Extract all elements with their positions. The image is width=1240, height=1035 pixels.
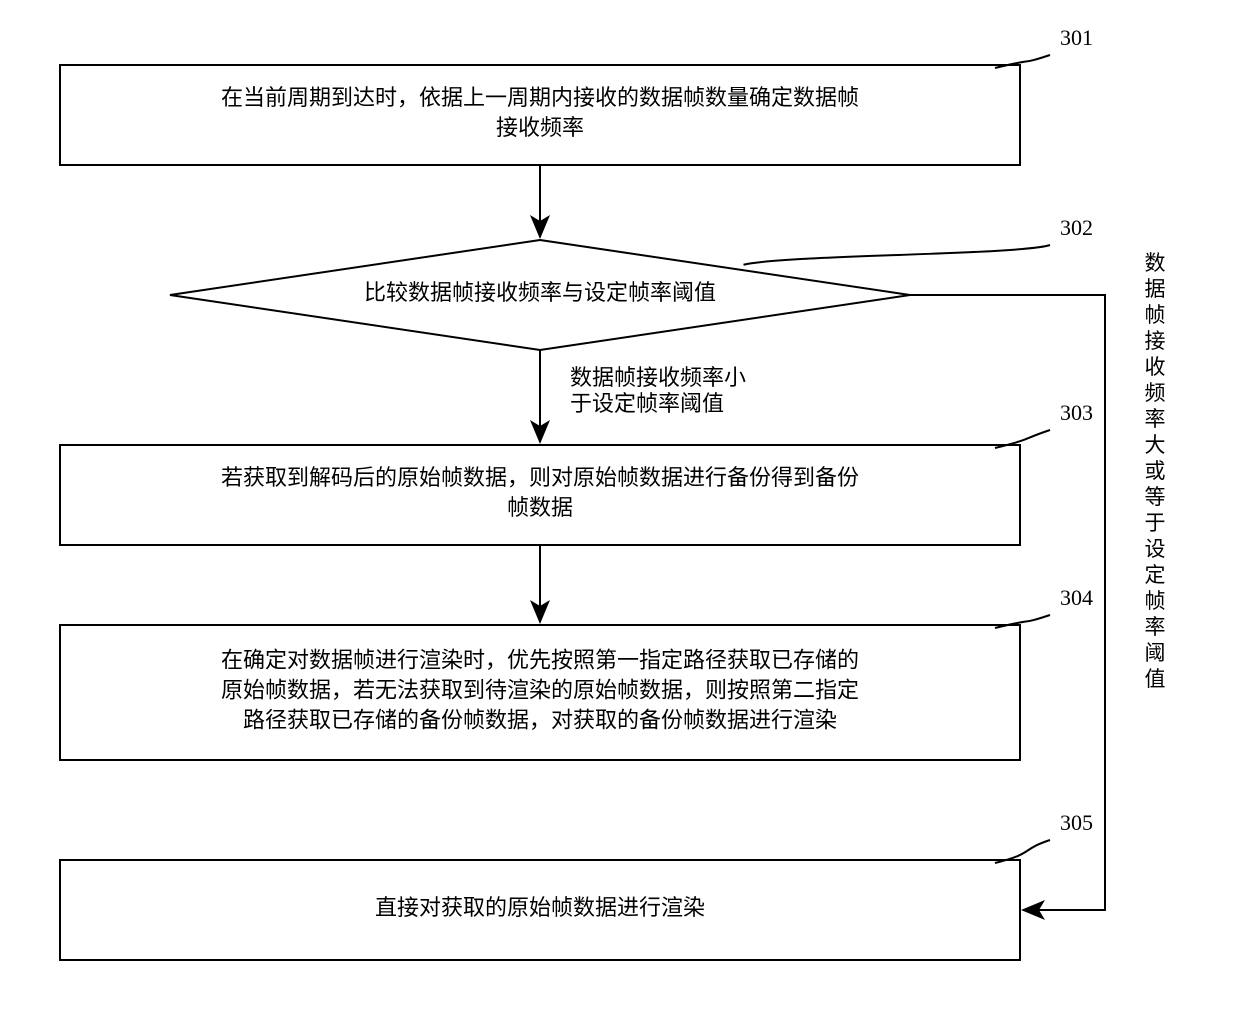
box301-text-1: 接收频率 [496, 115, 584, 140]
box305-ref-number: 305 [1060, 810, 1093, 835]
arrow-a2-label-0: 数据帧接收频率小 [570, 365, 746, 390]
box304-text-2: 路径获取已存储的备份帧数据，对获取的备份帧数据进行渲染 [243, 708, 837, 733]
box305-text-0: 直接对获取的原始帧数据进行渲染 [375, 895, 705, 920]
box304-leader [995, 615, 1050, 628]
right-bypass-label-13: 帧 [1145, 589, 1166, 613]
box304-text-1: 原始帧数据，若无法获取到待渲染的原始帧数据，则按照第二指定 [221, 678, 859, 703]
box303-text-0: 若获取到解码后的原始帧数据，则对原始帧数据进行备份得到备份 [221, 465, 859, 490]
right-bypass-label-15: 阈 [1145, 641, 1166, 665]
flowchart-canvas: 在当前周期到达时，依据上一周期内接收的数据帧数量确定数据帧接收频率301比较数据… [0, 0, 1240, 1035]
right-bypass-label-12: 定 [1145, 563, 1166, 587]
right-bypass-label-14: 率 [1145, 615, 1166, 639]
box304-text-0: 在确定对数据帧进行渲染时，优先按照第一指定路径获取已存储的 [221, 648, 859, 673]
arrow-a2-label-1: 于设定帧率阈值 [570, 391, 724, 416]
right-bypass-label-8: 或 [1145, 459, 1166, 483]
box304-ref-number: 304 [1060, 585, 1093, 610]
right-bypass-label-9: 等 [1145, 485, 1166, 509]
box303-leader [995, 430, 1050, 448]
box303-ref-number: 303 [1060, 400, 1093, 425]
right-bypass-label-7: 大 [1145, 433, 1166, 457]
right-bypass-label-4: 收 [1145, 355, 1166, 379]
right-bypass-label-2: 帧 [1145, 303, 1166, 327]
right-bypass-label-6: 率 [1145, 407, 1166, 431]
right-bypass-label-11: 设 [1145, 537, 1166, 561]
right-bypass-label-1: 据 [1145, 277, 1166, 301]
diamond302-text-0: 比较数据帧接收频率与设定帧率阈值 [364, 280, 716, 305]
box301-leader [995, 55, 1050, 68]
right-bypass-label-0: 数 [1145, 251, 1166, 275]
right-bypass-label-3: 接 [1145, 329, 1166, 353]
right-bypass-label-16: 值 [1145, 667, 1166, 691]
diamond302-leader [744, 245, 1051, 265]
box301-ref-number: 301 [1060, 25, 1093, 50]
right-bypass-label-5: 频 [1145, 381, 1166, 405]
right-bypass-label-10: 于 [1145, 511, 1166, 535]
box301-text-0: 在当前周期到达时，依据上一周期内接收的数据帧数量确定数据帧 [221, 85, 859, 110]
diamond302-ref-number: 302 [1060, 215, 1093, 240]
box303-text-1: 帧数据 [507, 495, 573, 520]
